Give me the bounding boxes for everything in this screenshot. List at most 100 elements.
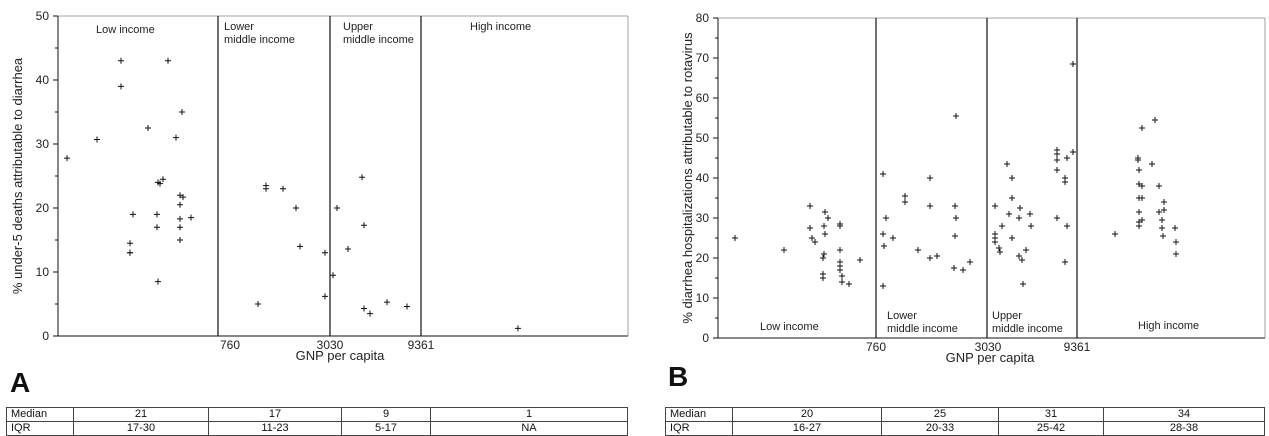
data-point [1139, 217, 1145, 223]
data-point [255, 301, 261, 307]
data-point [821, 223, 827, 229]
band-label: Lower [224, 21, 254, 33]
row-header-iqr: IQR [6, 421, 74, 436]
data-point [157, 180, 163, 187]
chart-b: 0 10 20 30 40 50 60 70 80 760 3030 9361 GNP per capi… [668, 11, 1266, 392]
data-point [515, 325, 521, 332]
data-point [1054, 215, 1060, 221]
data-point [1156, 183, 1162, 189]
data-point [1161, 207, 1167, 213]
data-point [361, 222, 367, 229]
data-point [881, 243, 887, 249]
x-axis-title: GNP per capita [296, 348, 385, 363]
data-point [820, 255, 826, 261]
iqr-cell: NA [430, 421, 628, 436]
data-point [130, 211, 136, 218]
row-header-median: Median [665, 407, 733, 422]
data-point [1028, 223, 1034, 229]
data-point [1054, 157, 1060, 163]
y-axis-title: % under-5 deaths attributable to diarrhe… [10, 57, 25, 294]
data-point [809, 235, 815, 241]
data-point [1016, 253, 1022, 259]
data-point [1149, 161, 1155, 167]
data-point [1135, 157, 1141, 163]
data-point [807, 203, 813, 209]
data-point [1017, 205, 1023, 211]
panel-letter: B [668, 361, 688, 392]
data-point [330, 272, 336, 279]
data-point [999, 223, 1005, 229]
data-point [807, 225, 813, 231]
data-point [1054, 167, 1060, 173]
data-point [952, 203, 958, 209]
data-point [263, 185, 269, 192]
data-point [890, 235, 896, 241]
data-point [280, 185, 286, 192]
data-point [367, 310, 373, 317]
data-point [1173, 251, 1179, 257]
data-point [118, 57, 124, 64]
data-point [293, 205, 299, 211]
y-tick-label: 10 [36, 265, 50, 279]
median-row: Median 20 25 31 34 [665, 407, 1265, 422]
band-label: Upper [343, 21, 373, 33]
data-point [1062, 259, 1068, 265]
median-cell: 17 [208, 407, 342, 422]
data-point [1009, 175, 1015, 181]
data-point [154, 211, 160, 218]
data-point [1004, 161, 1010, 167]
data-point [1160, 233, 1166, 239]
data-point [1159, 217, 1165, 223]
x-tick-label: 3030 [975, 340, 1002, 354]
x-tick-label: 760 [866, 340, 886, 354]
data-point [821, 251, 827, 257]
data-point [1027, 211, 1033, 217]
data-point [1161, 199, 1167, 205]
x-tick-label: 3030 [317, 338, 344, 352]
median-row: Median 21 17 9 1 [6, 407, 628, 422]
data-point [952, 233, 958, 239]
iqr-cell: 5-17 [341, 421, 431, 436]
data-point [1009, 195, 1015, 201]
median-cell: 21 [73, 407, 209, 422]
stats-table-b: Median 20 25 31 34 IQR 16-27 20-33 25-42… [665, 407, 1265, 436]
data-point [1136, 209, 1142, 215]
band-label: Low income [760, 321, 819, 333]
data-point [322, 249, 328, 256]
data-point [1006, 211, 1012, 217]
band-label: Low income [96, 24, 155, 36]
data-point [384, 299, 390, 306]
data-point [1064, 155, 1070, 161]
data-point [177, 201, 183, 208]
band-label: Lower [887, 310, 917, 322]
data-point [165, 57, 171, 64]
data-point [927, 175, 933, 181]
iqr-cell: 25-42 [998, 421, 1104, 436]
data-point [883, 215, 889, 221]
data-point [812, 239, 818, 245]
y-tick-label: 0 [42, 329, 49, 343]
data-point [177, 237, 183, 243]
band-label: middle income [343, 34, 414, 46]
data-point [188, 214, 194, 221]
data-point [94, 136, 100, 143]
data-point [996, 245, 1002, 251]
data-point [1159, 225, 1165, 231]
band-label: High income [1138, 320, 1199, 332]
x-tick-label: 9361 [1064, 340, 1091, 354]
data-point [1156, 209, 1162, 215]
y-tick-label: 10 [696, 291, 710, 305]
iqr-cell: 28-38 [1103, 421, 1265, 436]
data-point [1062, 179, 1068, 185]
band-label: middle income [224, 34, 295, 46]
data-point [154, 224, 160, 231]
data-point [1139, 195, 1145, 201]
median-cell: 9 [341, 407, 431, 422]
data-point [1139, 125, 1145, 131]
data-point [361, 305, 367, 312]
data-point [1172, 225, 1178, 231]
data-point [839, 273, 845, 279]
median-cell: 1 [430, 407, 628, 422]
data-point [334, 205, 340, 211]
band-label: middle income [887, 323, 958, 335]
